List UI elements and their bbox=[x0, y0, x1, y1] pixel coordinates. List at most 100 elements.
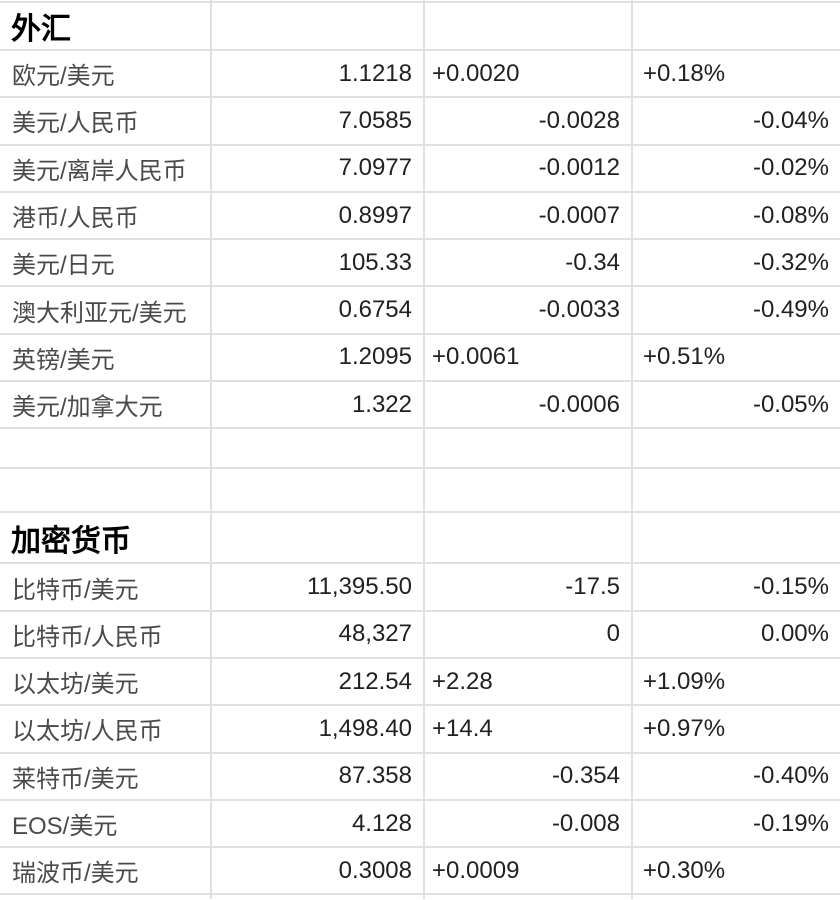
price-cell[interactable]: 0.8997 bbox=[211, 191, 425, 241]
change-pct-cell[interactable]: +0.51% bbox=[632, 333, 840, 383]
pair-cell[interactable]: 以太坊/美元 bbox=[0, 657, 212, 707]
pair-cell[interactable]: 欧元/美元 bbox=[0, 50, 212, 99]
pair-cell[interactable]: 美元/人民币 bbox=[0, 97, 212, 146]
pair-cell[interactable]: 美元/离岸人民币 bbox=[0, 144, 212, 193]
quote-row: 美元/人民币 7.0585 -0.0028 -0.04% bbox=[0, 97, 840, 146]
price-cell[interactable]: 1,498.40 bbox=[211, 705, 425, 754]
partial-row-top bbox=[0, 0, 840, 3]
change-pct-cell[interactable]: -0.04% bbox=[632, 97, 840, 146]
change-pct-cell[interactable]: -0.02% bbox=[632, 144, 840, 193]
change-cell[interactable]: -17.5 bbox=[424, 563, 633, 612]
pair-cell[interactable]: 澳大利亚元/美元 bbox=[0, 286, 212, 335]
empty-cell[interactable] bbox=[632, 468, 840, 514]
empty-cell[interactable] bbox=[0, 468, 212, 514]
pair-cell[interactable]: EOS/美元 bbox=[0, 799, 212, 849]
quote-row: EOS/美元 4.128 -0.008 -0.19% bbox=[0, 799, 840, 849]
price-cell[interactable]: 105.33 bbox=[211, 239, 425, 288]
empty-cell[interactable] bbox=[424, 468, 633, 514]
price-cell[interactable]: 0.3008 bbox=[211, 847, 425, 896]
change-cell[interactable]: -0.354 bbox=[424, 752, 633, 801]
empty-cell[interactable] bbox=[0, 0, 212, 3]
section-title-cell[interactable]: 外汇 bbox=[0, 2, 212, 51]
change-cell[interactable]: +0.0020 bbox=[424, 50, 633, 99]
change-cell[interactable]: +14.4 bbox=[424, 705, 633, 754]
change-cell[interactable]: -0.0012 bbox=[424, 144, 633, 193]
price-cell[interactable]: 48,327 bbox=[211, 610, 425, 659]
change-cell[interactable]: +2.28 bbox=[424, 657, 633, 707]
change-cell[interactable]: -0.0033 bbox=[424, 286, 633, 335]
pair-cell[interactable]: 美元/加拿大元 bbox=[0, 381, 212, 430]
change-pct-cell[interactable]: +1.09% bbox=[632, 657, 840, 707]
price-cell[interactable]: 1.2095 bbox=[211, 333, 425, 383]
empty-cell[interactable] bbox=[632, 428, 840, 470]
empty-cell[interactable] bbox=[0, 428, 212, 470]
empty-cell[interactable] bbox=[0, 894, 212, 900]
price-cell[interactable]: 212.54 bbox=[211, 657, 425, 707]
price-cell[interactable]: 1.322 bbox=[211, 381, 425, 430]
pair-cell[interactable]: 美元/日元 bbox=[0, 239, 212, 288]
quote-row: 美元/离岸人民币 7.0977 -0.0012 -0.02% bbox=[0, 144, 840, 193]
price-cell[interactable]: 87.358 bbox=[211, 752, 425, 801]
empty-cell[interactable] bbox=[211, 0, 425, 3]
change-pct-cell[interactable]: +0.18% bbox=[632, 50, 840, 99]
section-header-row: 加密货币 bbox=[0, 512, 840, 565]
empty-row bbox=[0, 428, 840, 470]
price-cell[interactable]: 7.0585 bbox=[211, 97, 425, 146]
change-pct-cell[interactable]: +0.97% bbox=[632, 705, 840, 754]
pair-cell[interactable]: 瑞波币/美元 bbox=[0, 847, 212, 896]
quote-row: 以太坊/美元 212.54 +2.28 +1.09% bbox=[0, 657, 840, 707]
change-pct-cell[interactable]: -0.40% bbox=[632, 752, 840, 801]
change-cell[interactable]: -0.34 bbox=[424, 239, 633, 288]
change-cell[interactable]: 0 bbox=[424, 610, 633, 659]
pair-cell[interactable]: 莱特币/美元 bbox=[0, 752, 212, 801]
change-pct-cell[interactable]: -0.49% bbox=[632, 286, 840, 335]
empty-cell[interactable] bbox=[211, 2, 425, 51]
quote-row: 欧元/美元 1.1218 +0.0020 +0.18% bbox=[0, 50, 840, 99]
change-pct-cell[interactable]: -0.19% bbox=[632, 799, 840, 849]
change-cell[interactable]: -0.0028 bbox=[424, 97, 633, 146]
change-pct-cell[interactable]: -0.08% bbox=[632, 191, 840, 241]
change-pct-cell[interactable]: -0.05% bbox=[632, 381, 840, 430]
quote-row: 以太坊/人民币 1,498.40 +14.4 +0.97% bbox=[0, 705, 840, 754]
change-cell[interactable]: -0.0007 bbox=[424, 191, 633, 241]
price-cell[interactable]: 1.1218 bbox=[211, 50, 425, 99]
change-pct-cell[interactable]: +0.30% bbox=[632, 847, 840, 896]
change-pct-cell[interactable]: -0.15% bbox=[632, 563, 840, 612]
empty-cell[interactable] bbox=[632, 894, 840, 899]
empty-cell[interactable] bbox=[211, 894, 425, 900]
empty-cell[interactable] bbox=[211, 512, 425, 565]
price-cell[interactable]: 11,395.50 bbox=[211, 563, 425, 612]
price-cell[interactable]: 7.0977 bbox=[211, 144, 425, 193]
quote-row: 港币/人民币 0.8997 -0.0007 -0.08% bbox=[0, 191, 840, 241]
section-title-cell[interactable]: 加密货币 bbox=[0, 512, 212, 565]
empty-cell[interactable] bbox=[424, 512, 633, 565]
pair-cell[interactable]: 港币/人民币 bbox=[0, 191, 212, 241]
partial-row-bottom bbox=[0, 894, 840, 900]
empty-cell[interactable] bbox=[424, 2, 633, 51]
empty-cell[interactable] bbox=[211, 428, 425, 470]
empty-cell[interactable] bbox=[424, 894, 633, 900]
quote-row: 英镑/美元 1.2095 +0.0061 +0.51% bbox=[0, 333, 840, 383]
empty-cell[interactable] bbox=[632, 0, 840, 3]
pair-cell[interactable]: 比特币/人民币 bbox=[0, 610, 212, 659]
empty-cell[interactable] bbox=[424, 428, 633, 470]
change-cell[interactable]: -0.0006 bbox=[424, 381, 633, 430]
price-cell[interactable]: 0.6754 bbox=[211, 286, 425, 335]
empty-cell[interactable] bbox=[632, 512, 840, 565]
change-pct-cell[interactable]: -0.32% bbox=[632, 239, 840, 288]
change-cell[interactable]: -0.008 bbox=[424, 799, 633, 849]
pair-cell[interactable]: 以太坊/人民币 bbox=[0, 705, 212, 754]
price-cell[interactable]: 4.128 bbox=[211, 799, 425, 849]
pair-cell[interactable]: 英镑/美元 bbox=[0, 333, 212, 383]
empty-cell[interactable] bbox=[632, 2, 840, 51]
empty-cell[interactable] bbox=[211, 468, 425, 514]
empty-cell[interactable] bbox=[424, 0, 633, 3]
quote-row: 比特币/人民币 48,327 0 0.00% bbox=[0, 610, 840, 659]
quote-row: 美元/加拿大元 1.322 -0.0006 -0.05% bbox=[0, 381, 840, 430]
change-cell[interactable]: +0.0009 bbox=[424, 847, 633, 896]
change-pct-cell[interactable]: 0.00% bbox=[632, 610, 840, 659]
pair-cell[interactable]: 比特币/美元 bbox=[0, 563, 212, 612]
quote-row: 澳大利亚元/美元 0.6754 -0.0033 -0.49% bbox=[0, 286, 840, 335]
change-cell[interactable]: +0.0061 bbox=[424, 333, 633, 383]
